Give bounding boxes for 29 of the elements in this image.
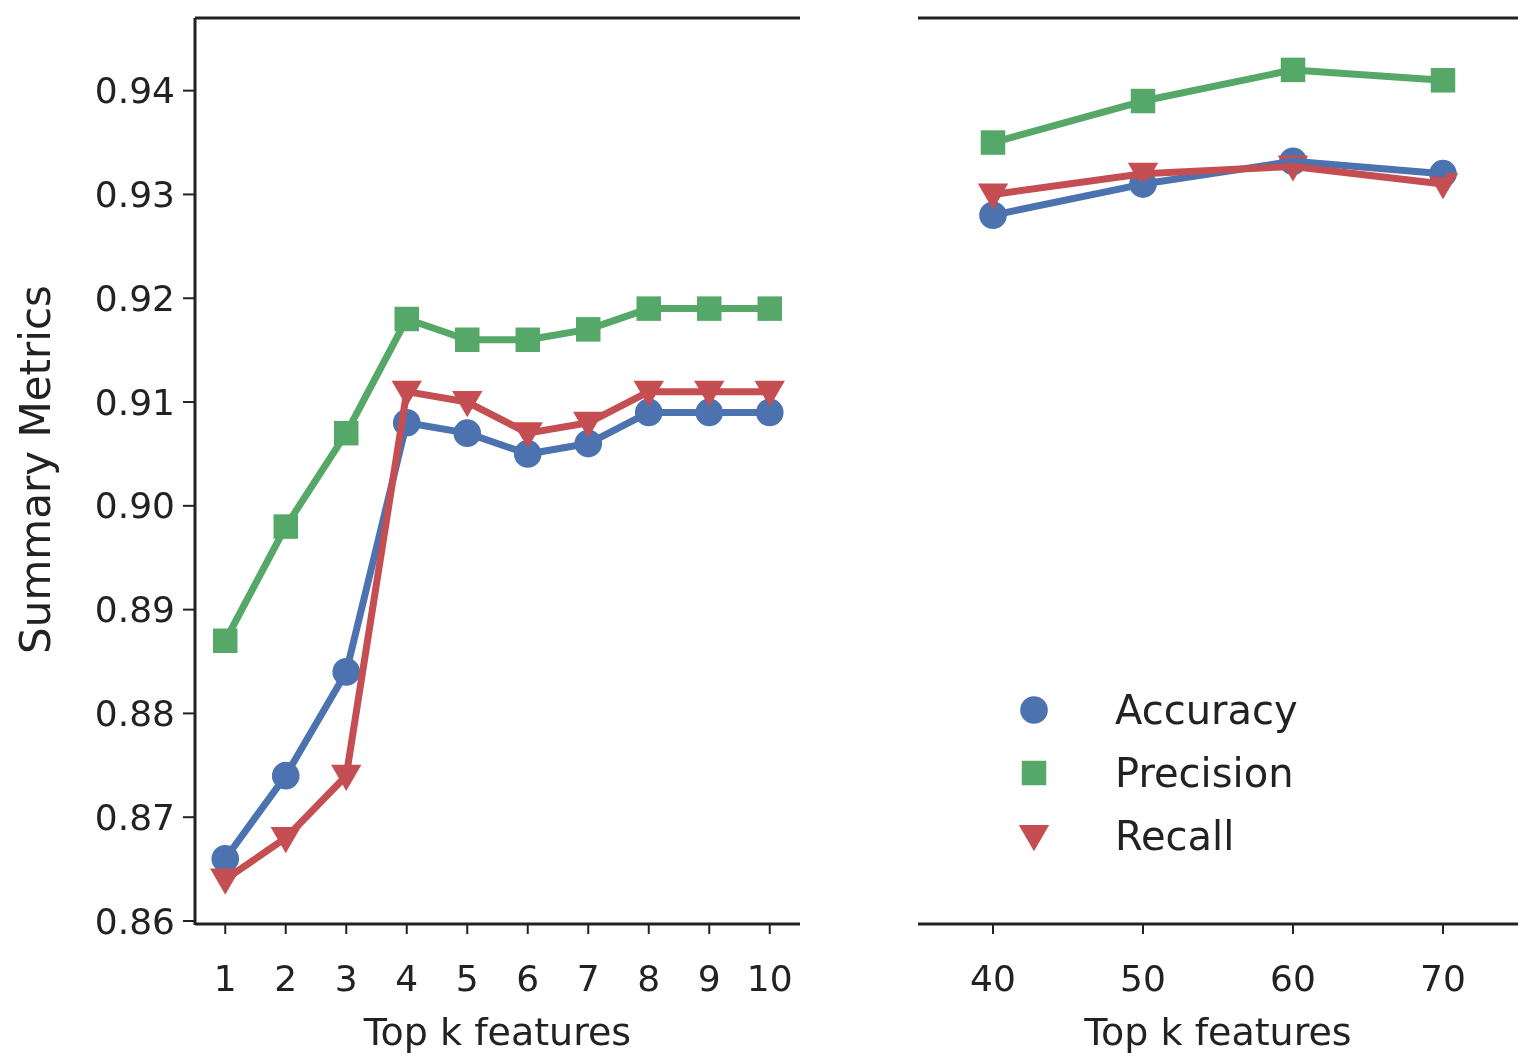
y-tick-label: 0.88 [94,693,175,735]
y-tick-label: 0.93 [94,174,175,216]
y-tick-label: 0.89 [94,589,175,631]
x-axis-title: Top k features [1083,1010,1352,1054]
y-tick-label: 0.90 [94,485,175,527]
x-tick-label: 10 [746,958,793,999]
y-tick-label: 0.91 [94,381,175,423]
x-tick-label: 5 [455,958,479,999]
x-tick-label: 70 [1420,958,1466,999]
y-tick-label: 0.94 [94,70,175,112]
x-tick-label: 60 [1270,958,1316,999]
y-tick-label: 0.87 [94,796,175,838]
x-tick-label: 1 [213,958,237,999]
x-tick-label: 2 [274,958,298,999]
x-tick-label: 50 [1120,958,1166,999]
y-tick-label: 0.92 [94,277,175,319]
x-tick-label: 9 [697,958,721,999]
x-tick-label: 8 [637,958,661,999]
x-tick-label: 40 [970,958,1016,999]
x-axis-title: Top k features [362,1010,632,1054]
legend-label: Accuracy [1115,687,1298,733]
y-tick-label: 0.86 [94,900,175,942]
y-axis-title: Summary Metrics [11,285,60,654]
legend-label: Recall [1115,813,1235,859]
x-tick-label: 3 [334,958,358,999]
x-tick-label: 4 [395,958,419,999]
x-tick-label: 7 [576,958,600,999]
x-tick-label: 6 [516,958,540,999]
legend-label: Precision [1115,750,1294,796]
